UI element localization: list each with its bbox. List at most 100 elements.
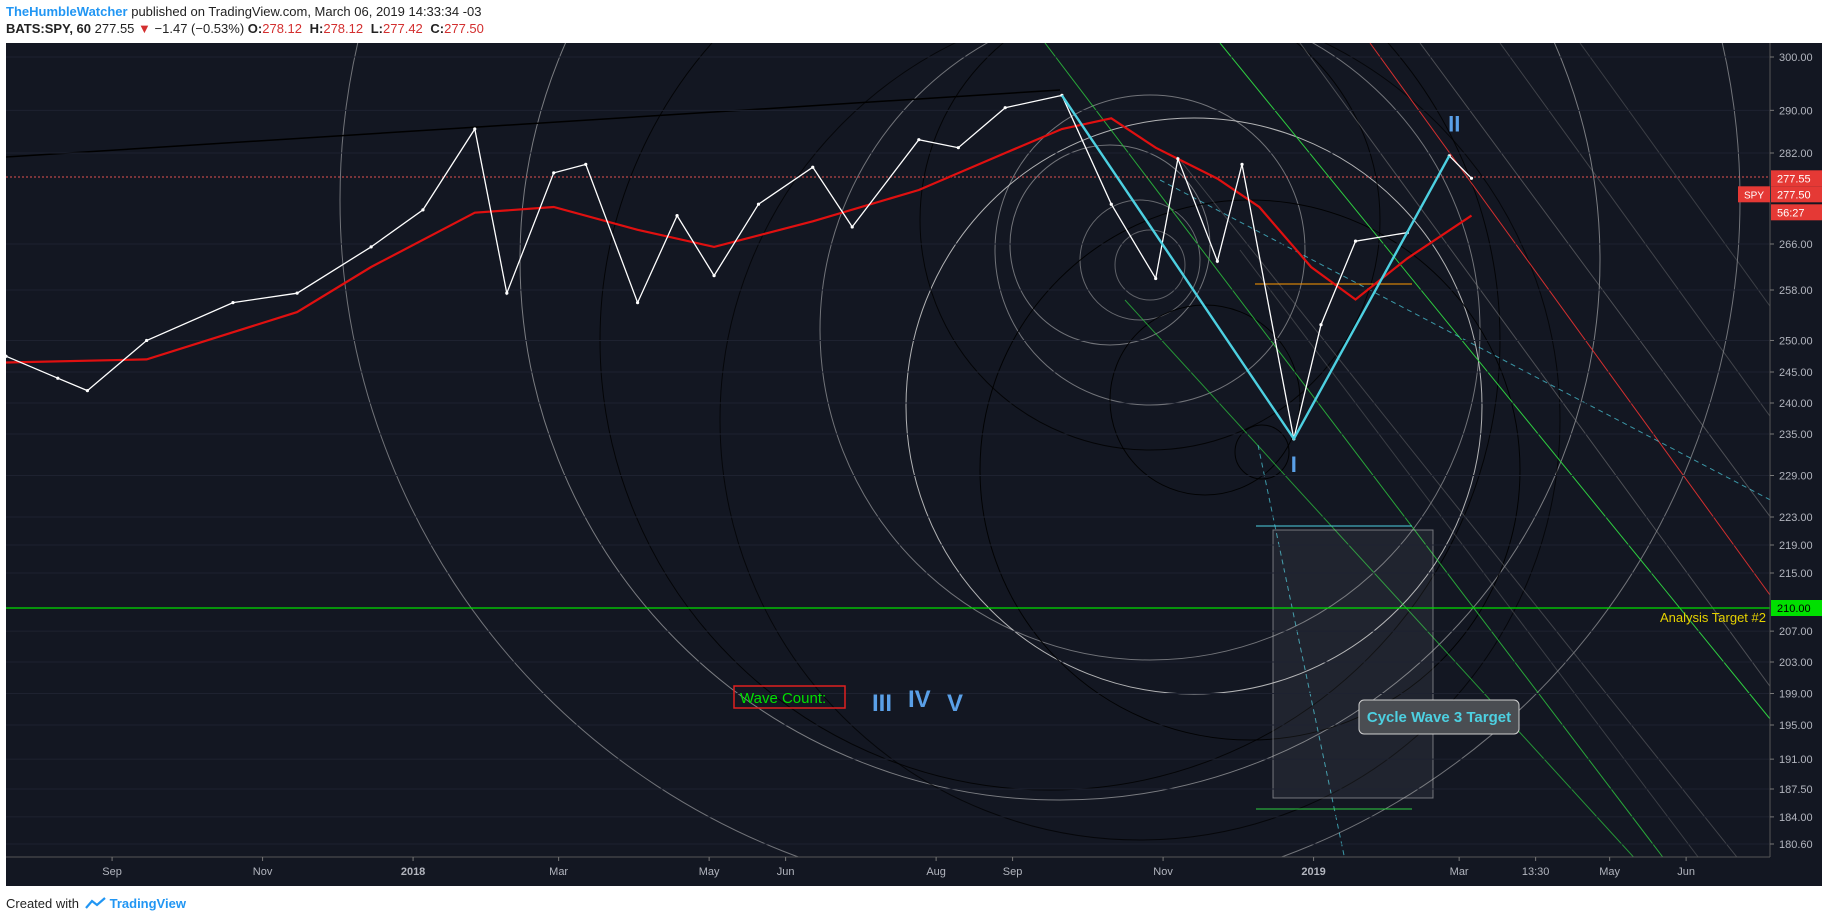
low-value: 277.42 [383, 21, 423, 36]
y-axis: 300.00 290.00 282.00 266.00 258.00 250.00 245.… [1770, 52, 1813, 851]
price-tag-value-3: 210.00 [1777, 603, 1811, 615]
price-tags: 277.55 SPY 277.50 56:27 210.00 [1738, 170, 1822, 616]
y-tick-label-1: 290.00 [1779, 105, 1813, 117]
price-point-8 [473, 127, 477, 131]
x-tick-label-6: Aug [926, 866, 946, 878]
y-tick-label-15: 199.00 [1779, 689, 1813, 701]
change-arrow: ▼ [138, 21, 151, 36]
open-value: 278.12 [262, 21, 302, 36]
price-tag-bg-3 [1771, 600, 1822, 616]
x-tick-label-12: May [1599, 866, 1620, 878]
wave-count-numerals: III IV V [872, 686, 963, 717]
price-chart[interactable]: III 300.00290.00282.00266.00258.00250.00… [6, 43, 1822, 886]
cycle-target-label: Cycle Wave 3 Target [1367, 709, 1511, 726]
gridlines [6, 56, 1770, 845]
price-point-16 [811, 165, 815, 169]
x-tick-label-0: Sep [102, 866, 122, 878]
price-point-18 [917, 138, 921, 142]
price-point-19 [956, 146, 960, 150]
price-tag-symbol-1: SPY [1744, 190, 1764, 201]
created-with-text: Created with [6, 896, 79, 911]
close-value: 277.50 [444, 21, 484, 36]
price-point-20 [1003, 106, 1007, 110]
price-point-7 [421, 208, 425, 212]
price-tag-value-0: 277.55 [1777, 173, 1811, 185]
wave-numeral-iv: IV [908, 686, 931, 713]
x-tick-label-4: May [699, 866, 720, 878]
y-tick-label-7: 240.00 [1779, 398, 1813, 410]
price-point-32 [1469, 176, 1474, 180]
target-zone-box [1272, 529, 1434, 799]
price-point-3 [145, 338, 149, 343]
price-point-4 [231, 301, 235, 305]
price-point-28 [1319, 323, 1323, 327]
wave-label-i: I [1291, 452, 1297, 477]
y-tick-label-13: 207.00 [1779, 626, 1813, 638]
x-tick-label-5: Jun [777, 866, 795, 878]
high-label: H: [309, 21, 324, 36]
price-point-10 [552, 171, 556, 175]
price-point-23 [1154, 276, 1158, 281]
x-axis-panel[interactable] [6, 857, 1822, 886]
y-tick-label-0: 300.00 [1779, 52, 1813, 64]
x-tick-label-13: Jun [1677, 866, 1695, 878]
price-change: −1.47 (−0.53%) [154, 21, 245, 36]
y-tick-label-14: 203.00 [1779, 657, 1813, 669]
y-tick-label-9: 229.00 [1779, 471, 1813, 483]
price-tag-3: 210.00 [1771, 600, 1822, 616]
wave-numeral-v: V [947, 690, 963, 717]
price-tag-bg-0 [1771, 170, 1822, 187]
price-point-17 [850, 225, 854, 229]
y-tick-label-12: 215.00 [1779, 568, 1813, 580]
footer: Created with TradingView [6, 896, 186, 912]
x-tick-label-10: Mar [1450, 866, 1469, 878]
y-tick-label-8: 235.00 [1779, 429, 1813, 441]
price-point-14 [712, 274, 716, 278]
symbol-info: BATS:SPY, 60 277.55 ▼ −1.47 (−0.53%) O:2… [6, 21, 488, 36]
price-point-0 [6, 354, 8, 358]
price-point-9 [505, 291, 509, 295]
y-tick-label-20: 180.60 [1779, 839, 1813, 851]
low-label: L: [370, 21, 384, 36]
y-tick-label-19: 184.00 [1779, 812, 1813, 824]
cycle-target-callout[interactable]: Cycle Wave 3 Target [1358, 699, 1520, 735]
price-point-5 [295, 291, 299, 295]
open-label: O: [247, 21, 263, 36]
y-tick-label-18: 187.50 [1779, 784, 1813, 796]
x-tick-label-1: Nov [253, 866, 273, 878]
price-point-24 [1176, 157, 1180, 161]
price-tag-bg-2 [1771, 204, 1822, 221]
price-point-15 [756, 202, 761, 206]
x-tick-label-8: Nov [1153, 866, 1173, 878]
tradingview-link[interactable]: TradingView [109, 896, 186, 911]
y-tick-label-5: 250.00 [1779, 335, 1813, 347]
wave-lines [1060, 94, 1451, 442]
y-tick-label-4: 258.00 [1779, 285, 1813, 297]
wave-count-box: Wave Count: [733, 685, 846, 709]
last-price: 277.55 [94, 21, 135, 36]
price-tag-value-1: 277.50 [1777, 189, 1811, 201]
chart-area[interactable]: I II 300.00 290.00 282.00 266.00 258.00 250.00… [6, 43, 1822, 886]
price-point-25 [1215, 259, 1219, 263]
symbol-label: BATS:SPY, 60 [6, 21, 92, 36]
high-value: 278.12 [323, 21, 364, 36]
price-point-2 [85, 389, 90, 393]
wave-numeral-iii: III [872, 690, 892, 717]
channel-lines [6, 43, 1781, 886]
price-point-29 [1353, 239, 1358, 243]
price-tag-bg-1 [1771, 186, 1822, 203]
close-label: C: [430, 21, 445, 36]
published-text: published on TradingView.com, March 06, … [131, 4, 482, 19]
wave-impulse-line [1060, 94, 1451, 442]
author-link[interactable]: TheHumbleWatcher [6, 4, 128, 19]
price-tag-1: SPY 277.50 [1738, 186, 1822, 203]
price-point-13 [675, 213, 679, 218]
x-axis: Sep Nov 2018 Mar May Jun Aug Sep Nov 2019 Mar 13:30… [102, 857, 1695, 878]
price-point-11 [584, 162, 588, 166]
price-line [6, 93, 1474, 441]
y-tick-label-2: 282.00 [1779, 148, 1813, 160]
y-axis-panel[interactable] [1770, 43, 1822, 857]
price-tag-2: 56:27 [1771, 204, 1822, 221]
x-tick-label-7: Sep [1003, 866, 1023, 878]
price-point-1 [56, 376, 60, 380]
